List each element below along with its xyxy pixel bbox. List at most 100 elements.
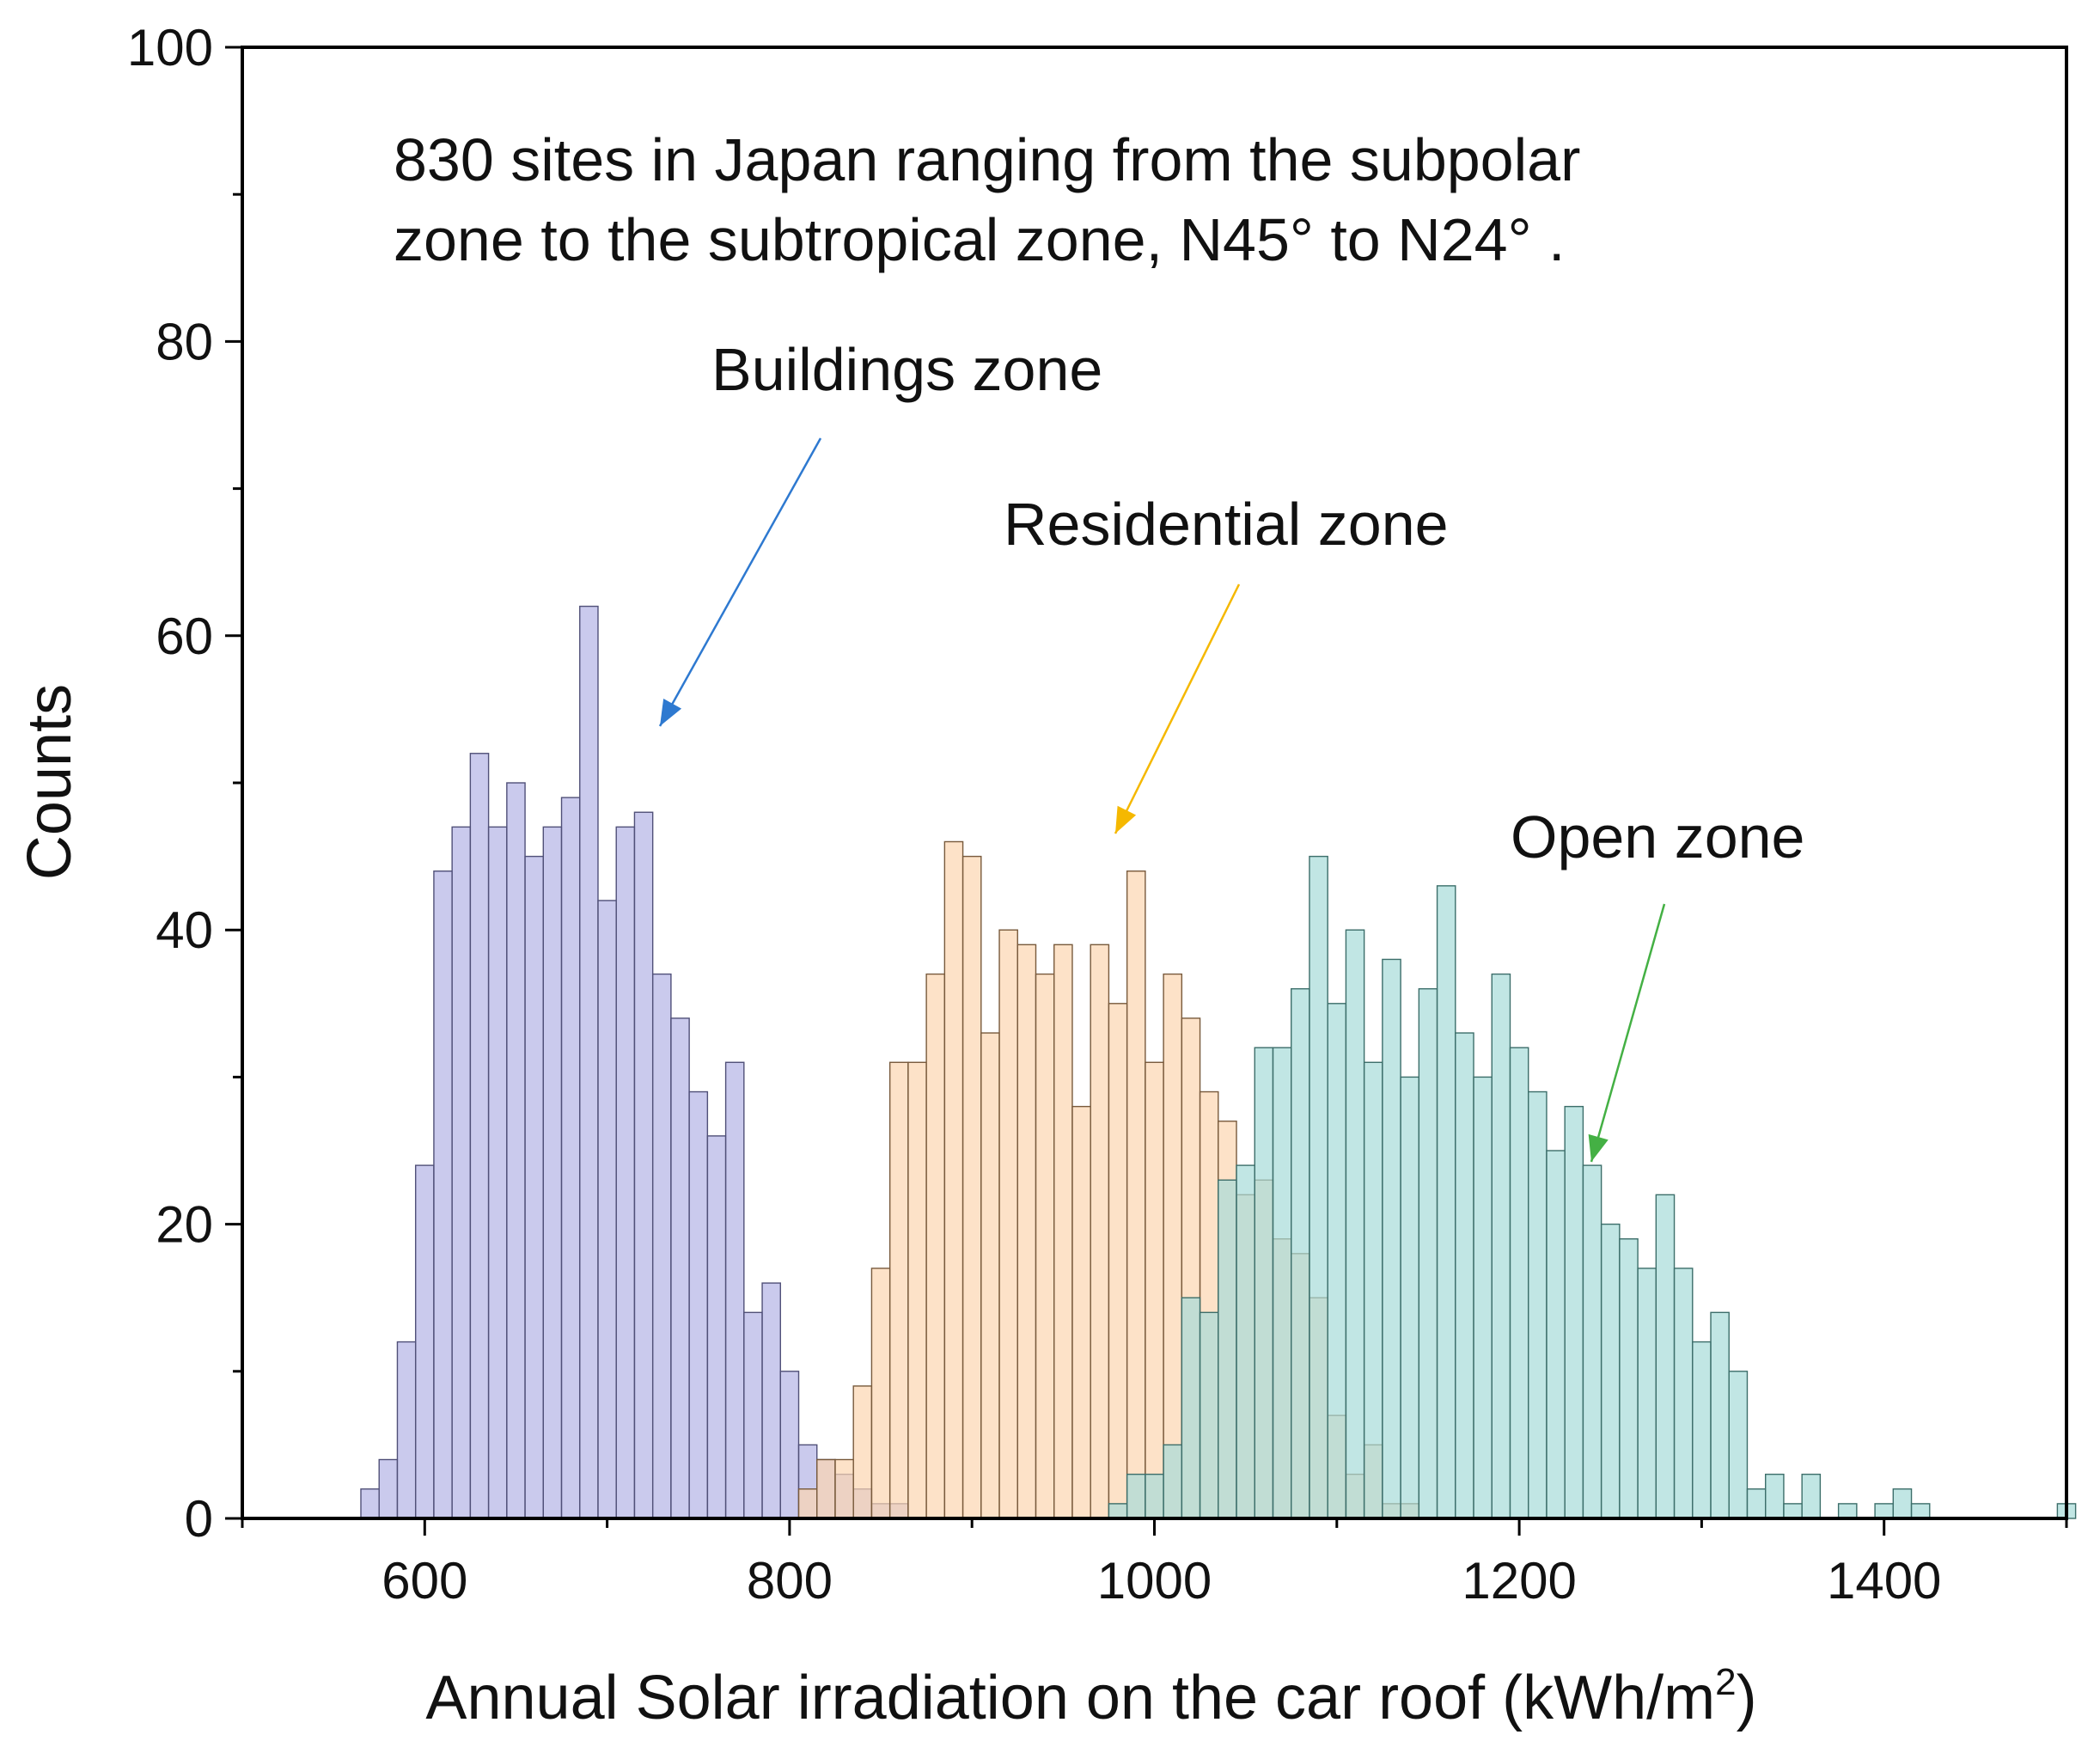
bar-open-1160 (1436, 885, 1456, 1519)
bar-open-1190 (1491, 973, 1511, 1519)
bar-open-1300 (1692, 1341, 1712, 1519)
y-tick-label: 40 (156, 901, 213, 959)
bar-open-1410 (1892, 1488, 1913, 1519)
bar-residential-970 (1090, 944, 1110, 1519)
bar-open-1050 (1236, 1164, 1255, 1519)
arrow-shaft (658, 437, 822, 727)
bar-residential-850 (870, 1267, 891, 1519)
bar-buildings-790 (761, 1282, 781, 1519)
axes-layer: 0 20 40 60 80 100 600 800 1000 1200 1400 (127, 19, 2068, 1610)
bar-buildings-740 (670, 1017, 690, 1519)
bar-buildings-800 (779, 1371, 800, 1519)
bar-buildings-580 (378, 1458, 399, 1519)
bar-buildings-640 (487, 826, 508, 1519)
bar-open-1320 (1728, 1371, 1749, 1519)
bar-residential-930 (1016, 944, 1037, 1519)
bar-residential-1000 (1145, 1061, 1164, 1519)
bar-open-1070 (1272, 1047, 1292, 1519)
x-axis-title: Annual Solar irradiation on the car roof… (425, 1661, 1756, 1732)
bar-open-1100 (1327, 1003, 1347, 1519)
bar-residential-910 (980, 1032, 1000, 1519)
bar-buildings-760 (706, 1135, 727, 1519)
bar-buildings-630 (469, 753, 490, 1519)
x-axis-title-main: Annual Solar irradiation on the car roof… (425, 1664, 1715, 1732)
bar-open-1090 (1309, 855, 1328, 1519)
arrow-buildings (658, 437, 822, 727)
bar-open-1010 (1163, 1444, 1183, 1519)
bar-open-1280 (1655, 1194, 1676, 1519)
bar-residential-980 (1108, 1003, 1128, 1519)
bar-open-1110 (1345, 929, 1365, 1519)
x-tick-label: 600 (382, 1552, 467, 1610)
bar-open-1080 (1291, 987, 1310, 1519)
bar-buildings-730 (651, 973, 672, 1519)
arrow-open (1588, 903, 1666, 1163)
bar-residential-900 (961, 855, 982, 1519)
bar-open-1290 (1673, 1267, 1694, 1519)
bar-open-1260 (1619, 1238, 1639, 1519)
bar-residential-990 (1126, 870, 1146, 1519)
arrow-head (1115, 805, 1137, 834)
y-tick-label: 0 (185, 1490, 213, 1548)
bar-open-1400 (1874, 1503, 1895, 1519)
bar-open-1200 (1509, 1047, 1529, 1519)
bar-buildings-690 (579, 605, 599, 1519)
bar-residential-820 (816, 1458, 836, 1519)
bar-residential-810 (797, 1488, 818, 1519)
bar-open-1350 (1783, 1503, 1803, 1519)
series-open (1108, 855, 2077, 1519)
bar-open-1230 (1564, 1105, 1584, 1519)
bar-buildings-570 (360, 1488, 380, 1519)
bars-layer (360, 605, 2077, 1519)
y-tick-label: 80 (156, 313, 213, 370)
bar-open-1220 (1546, 1150, 1566, 1519)
bar-residential-920 (998, 929, 1018, 1519)
bar-residential-1010 (1163, 973, 1183, 1519)
bar-open-1020 (1181, 1297, 1201, 1519)
bar-open-1150 (1418, 987, 1438, 1519)
bar-open-1380 (1837, 1503, 1858, 1519)
bar-open-1330 (1746, 1488, 1767, 1519)
y-tick-label: 20 (156, 1196, 213, 1254)
series-buildings (360, 605, 909, 1519)
bar-open-1030 (1199, 1311, 1219, 1519)
bar-open-1210 (1528, 1090, 1548, 1519)
bar-open-1360 (1801, 1473, 1822, 1519)
y-tick-label: 100 (127, 19, 213, 76)
series-label-open: Open zone (1511, 803, 1804, 870)
bar-residential-840 (852, 1385, 873, 1519)
bar-residential-870 (907, 1061, 927, 1519)
arrow-residential (1114, 583, 1241, 834)
bar-buildings-780 (743, 1311, 763, 1519)
bar-open-1130 (1382, 958, 1401, 1519)
bar-open-1040 (1218, 1179, 1237, 1519)
bar-buildings-610 (433, 870, 453, 1519)
bar-buildings-650 (506, 782, 526, 1519)
arrow-shaft (1590, 903, 1666, 1163)
bar-open-1060 (1254, 1047, 1274, 1519)
bar-open-1170 (1455, 1032, 1474, 1519)
y-tick-label: 60 (156, 608, 213, 665)
bar-buildings-710 (615, 826, 636, 1519)
bar-buildings-670 (542, 826, 563, 1519)
bar-buildings-750 (688, 1090, 709, 1519)
x-axis-title-close: ) (1737, 1664, 1757, 1732)
bar-buildings-600 (414, 1164, 435, 1519)
bar-open-1180 (1473, 1076, 1493, 1519)
arrows-layer (658, 437, 1666, 1163)
bar-open-1250 (1600, 1223, 1621, 1519)
bar-open-1270 (1637, 1267, 1657, 1519)
bar-buildings-660 (524, 855, 544, 1519)
x-tick-label: 1000 (1097, 1552, 1212, 1610)
x-axis-title-superscript: 2 (1715, 1661, 1736, 1703)
x-tick-label: 1400 (1827, 1552, 1941, 1610)
arrow-head (660, 698, 682, 726)
bar-open-1120 (1363, 1061, 1383, 1519)
bar-open-990 (1126, 1473, 1146, 1519)
bar-residential-950 (1053, 944, 1073, 1519)
bar-residential-940 (1035, 973, 1055, 1519)
y-axis-title: Counts (15, 684, 84, 880)
bar-open-1310 (1710, 1311, 1730, 1519)
annotation-line-2: zone to the subtropical zone, N45° to N2… (394, 206, 1565, 273)
